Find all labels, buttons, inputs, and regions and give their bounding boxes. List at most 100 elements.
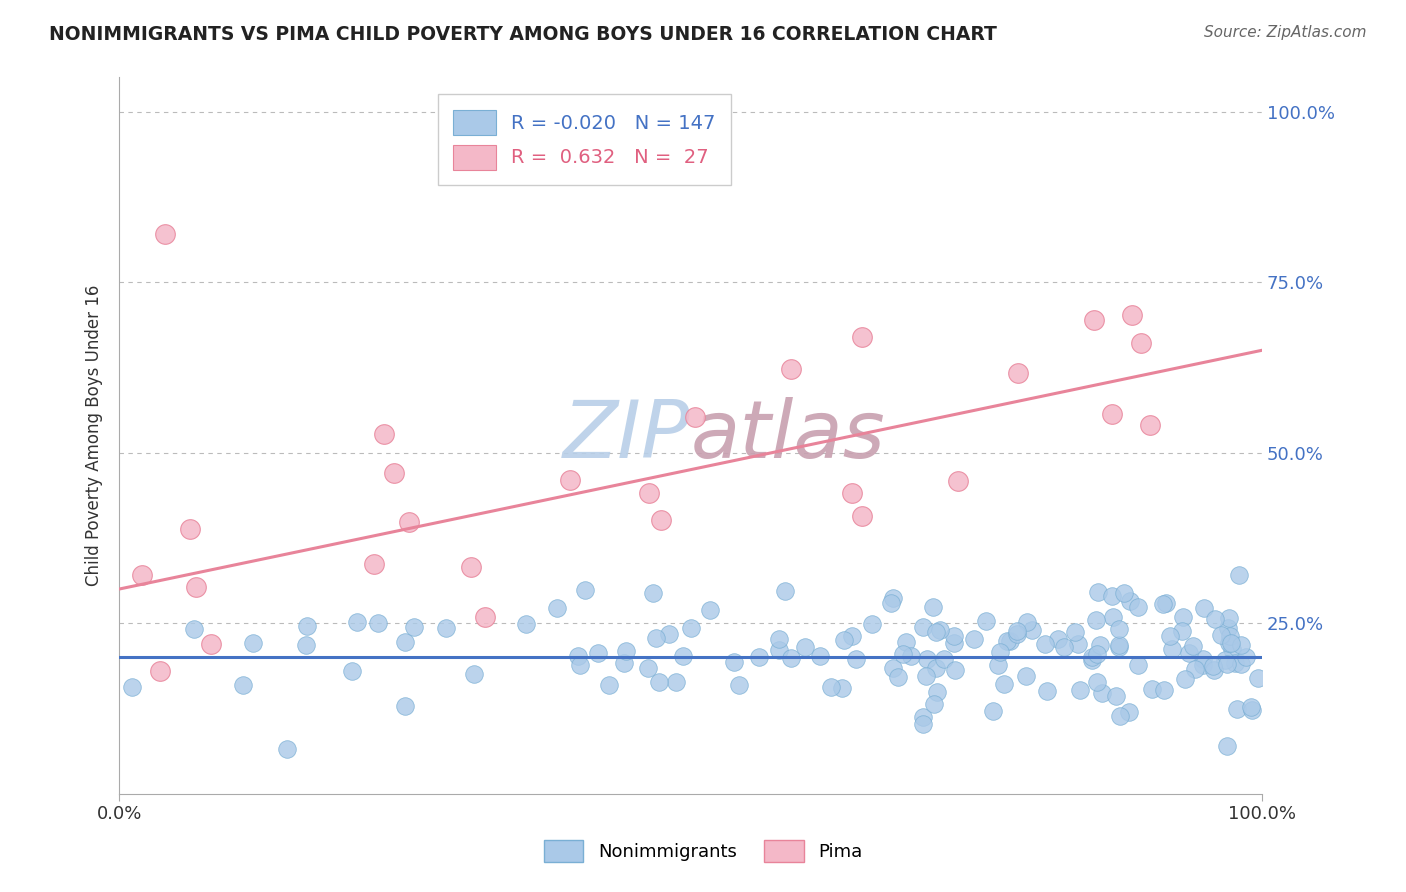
- Point: [1102, 609, 1125, 624]
- Point: [900, 649, 922, 664]
- Point: [1108, 638, 1130, 652]
- Point: [860, 617, 883, 632]
- Point: [637, 660, 659, 674]
- Point: [808, 649, 831, 664]
- Point: [1017, 615, 1039, 629]
- Point: [242, 636, 264, 650]
- Point: [963, 632, 986, 646]
- Point: [1081, 653, 1104, 667]
- Point: [894, 635, 917, 649]
- Point: [773, 583, 796, 598]
- Text: atlas: atlas: [690, 397, 886, 475]
- Point: [648, 674, 671, 689]
- Point: [463, 667, 485, 681]
- Point: [886, 670, 908, 684]
- Point: [1218, 636, 1240, 650]
- Point: [398, 516, 420, 530]
- Point: [644, 632, 666, 646]
- Point: [928, 623, 950, 637]
- Point: [1085, 675, 1108, 690]
- Point: [1015, 669, 1038, 683]
- Point: [1202, 658, 1225, 673]
- Point: [679, 622, 702, 636]
- Point: [1209, 628, 1232, 642]
- Text: NONIMMIGRANTS VS PIMA CHILD POVERTY AMONG BOYS UNDER 16 CORRELATION CHART: NONIMMIGRANTS VS PIMA CHILD POVERTY AMON…: [49, 25, 997, 44]
- Point: [614, 644, 637, 658]
- Point: [1108, 622, 1130, 636]
- Point: [997, 633, 1019, 648]
- Point: [276, 741, 298, 756]
- Point: [1222, 642, 1244, 657]
- Point: [882, 591, 904, 605]
- Point: [586, 646, 609, 660]
- Point: [974, 614, 997, 628]
- Point: [1161, 641, 1184, 656]
- Point: [1005, 627, 1028, 641]
- Point: [1219, 629, 1241, 643]
- Point: [943, 629, 966, 643]
- Point: [1047, 632, 1070, 646]
- Point: [768, 643, 790, 657]
- Point: [841, 486, 863, 500]
- Point: [943, 636, 966, 650]
- Point: [1033, 637, 1056, 651]
- Point: [851, 329, 873, 343]
- Point: [1194, 600, 1216, 615]
- Point: [613, 656, 636, 670]
- Point: [1218, 611, 1240, 625]
- Point: [1226, 702, 1249, 716]
- Point: [912, 710, 935, 724]
- Point: [394, 635, 416, 649]
- Point: [987, 657, 1010, 672]
- Point: [569, 657, 592, 672]
- Point: [1129, 336, 1152, 351]
- Point: [1153, 683, 1175, 698]
- Point: [1240, 702, 1263, 716]
- Point: [832, 633, 855, 648]
- Point: [779, 362, 801, 376]
- Point: [1216, 739, 1239, 753]
- Point: [912, 619, 935, 633]
- Point: [1140, 681, 1163, 696]
- Point: [567, 648, 589, 663]
- Point: [1121, 308, 1143, 322]
- Point: [882, 661, 904, 675]
- Point: [911, 717, 934, 731]
- Point: [988, 645, 1011, 659]
- Point: [1174, 673, 1197, 687]
- Point: [925, 624, 948, 639]
- Point: [1182, 639, 1205, 653]
- Point: [1154, 596, 1177, 610]
- Point: [1067, 637, 1090, 651]
- Y-axis label: Child Poverty Among Boys Under 16: Child Poverty Among Boys Under 16: [86, 285, 103, 586]
- Legend: R = -0.020   N = 147, R =  0.632   N =  27: R = -0.020 N = 147, R = 0.632 N = 27: [437, 95, 731, 186]
- Point: [183, 622, 205, 636]
- Point: [1063, 625, 1085, 640]
- Text: Source: ZipAtlas.com: Source: ZipAtlas.com: [1204, 25, 1367, 40]
- Point: [232, 678, 254, 692]
- Point: [382, 466, 405, 480]
- Point: [699, 603, 721, 617]
- Point: [1171, 624, 1194, 639]
- Point: [1159, 630, 1181, 644]
- Point: [993, 677, 1015, 691]
- Point: [820, 681, 842, 695]
- Point: [1173, 610, 1195, 624]
- Point: [665, 675, 688, 690]
- Point: [1101, 589, 1123, 603]
- Point: [1105, 689, 1128, 703]
- Point: [149, 664, 172, 678]
- Point: [641, 586, 664, 600]
- Point: [946, 474, 969, 488]
- Point: [131, 568, 153, 582]
- Point: [1108, 709, 1130, 723]
- Point: [1091, 686, 1114, 700]
- Point: [1119, 594, 1142, 608]
- Point: [340, 665, 363, 679]
- Point: [831, 681, 853, 695]
- Point: [1216, 621, 1239, 635]
- Point: [1005, 624, 1028, 638]
- Point: [683, 410, 706, 425]
- Legend: Nonimmigrants, Pima: Nonimmigrants, Pima: [537, 833, 869, 870]
- Point: [672, 648, 695, 663]
